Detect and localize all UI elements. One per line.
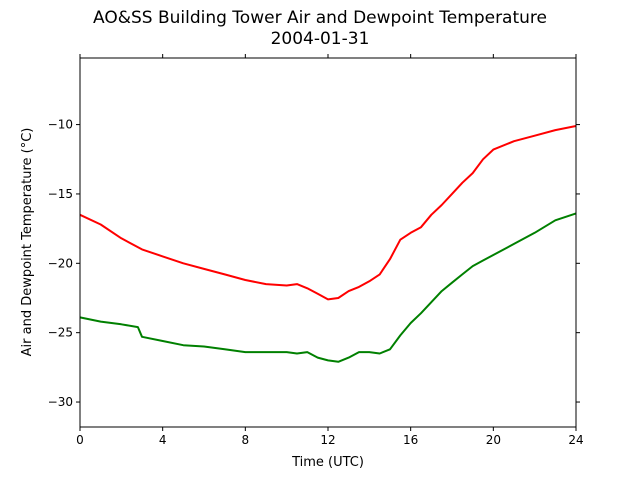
y-tick-label: −30 (48, 395, 73, 409)
x-tick-label: 24 (568, 433, 583, 447)
axis-ticks: 0 4 8 12 16 20 24 −30 −25 −20 −15 −10 (48, 54, 584, 447)
y-axis-label: Air and Dewpoint Temperature (°C) (20, 128, 35, 357)
x-axis-label: Time (UTC) (291, 455, 364, 470)
y-tick-label: −20 (48, 256, 73, 270)
plot-frame (79, 57, 577, 428)
plot-area (79, 125, 577, 363)
y-tick-label: −10 (48, 118, 73, 132)
y-tick-label: −15 (48, 187, 73, 201)
chart-subtitle: 2004-01-31 (270, 29, 370, 49)
x-tick-label: 4 (159, 433, 167, 447)
series-line-2 (79, 212, 577, 363)
y-tick-label: −25 (48, 326, 73, 340)
x-tick-label: 0 (76, 433, 84, 447)
chart-title: AO&SS Building Tower Air and Dewpoint Te… (92, 8, 547, 28)
series-line-1 (79, 125, 577, 301)
x-tick-label: 12 (320, 433, 335, 447)
x-tick-label: 8 (242, 433, 250, 447)
x-tick-label: 16 (403, 433, 418, 447)
x-tick-label: 20 (486, 433, 501, 447)
